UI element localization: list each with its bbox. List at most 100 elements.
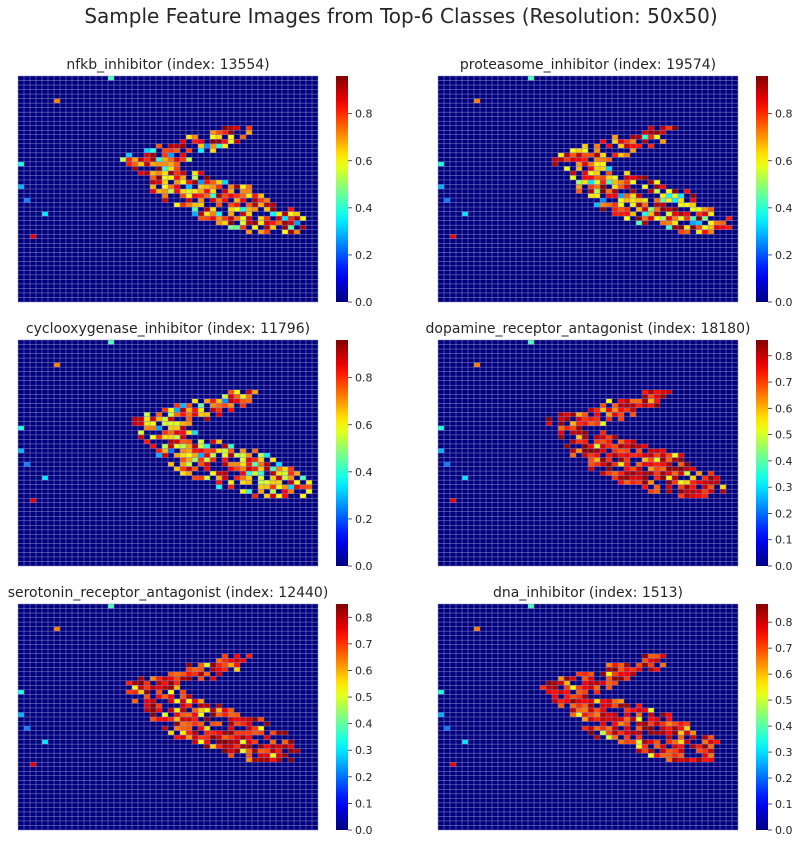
- heatmap-cell: [156, 157, 162, 162]
- heatmap-cell: [222, 662, 228, 668]
- heatmap-cell: [528, 76, 534, 81]
- heatmap-cell: [246, 739, 252, 745]
- heatmap-cell: [168, 689, 174, 695]
- heatmap-cell: [150, 179, 156, 185]
- heatmap-cell: [216, 739, 222, 745]
- heatmap-cell: [618, 207, 624, 212]
- heatmap-cell: [600, 175, 606, 180]
- heatmap-cell: [264, 202, 270, 208]
- heatmap-cell: [642, 721, 648, 727]
- heatmap-cell: [630, 398, 636, 404]
- heatmap-cell: [240, 394, 246, 399]
- heatmap-cell: [648, 726, 654, 731]
- heatmap-cell: [240, 489, 246, 494]
- heatmap-cell: [606, 143, 612, 149]
- heatmap-cell: [594, 421, 600, 426]
- heatmap-cell: [444, 462, 450, 467]
- heatmap-cell: [276, 744, 282, 749]
- heatmap-cell: [660, 453, 666, 458]
- heatmap-cell: [156, 448, 162, 453]
- heatmap-cell: [642, 443, 648, 449]
- heatmap-cell: [678, 739, 684, 745]
- heatmap-cell: [186, 421, 192, 426]
- colorbar-gradient: [336, 340, 348, 566]
- heatmap-cell: [606, 398, 612, 404]
- heatmap-cell: [288, 225, 294, 230]
- heatmap-cell: [660, 730, 666, 736]
- heatmap-cell: [600, 407, 606, 413]
- heatmap-cell: [192, 466, 198, 472]
- heatmap-cell: [168, 184, 174, 189]
- heatmap-cell: [582, 707, 588, 713]
- heatmap-cell: [600, 161, 606, 167]
- heatmap-cell: [630, 453, 636, 458]
- heatmap-cell: [642, 471, 648, 476]
- heatmap-cell: [240, 480, 246, 485]
- heatmap-cell: [186, 698, 192, 704]
- heatmap-cell: [708, 744, 714, 749]
- heatmap-cell: [150, 425, 156, 431]
- heatmap-cell: [180, 143, 186, 149]
- heatmap-cell: [240, 189, 246, 194]
- heatmap-cell: [210, 143, 216, 149]
- heatmap-cell: [156, 143, 162, 149]
- heatmap-cell: [576, 703, 582, 708]
- heatmap-cell: [708, 207, 714, 212]
- heatmap-cell: [174, 434, 180, 440]
- heatmap-cell: [228, 125, 234, 131]
- heatmap-cell: [462, 475, 468, 481]
- heatmap-cell: [708, 735, 714, 740]
- heatmap-cell: [612, 471, 618, 476]
- heatmap-cell: [594, 453, 600, 458]
- heatmap-cell: [126, 157, 132, 162]
- heatmap-cell: [228, 744, 234, 749]
- heatmap-cell: [618, 739, 624, 745]
- heatmap-cell: [708, 739, 714, 745]
- heatmap-cell: [690, 489, 696, 494]
- heatmap-cell: [174, 726, 180, 731]
- heatmap-cell: [156, 676, 162, 681]
- heatmap-svg: 0.00.20.40.60.8: [17, 75, 373, 309]
- heatmap-cell: [252, 202, 258, 208]
- heatmap-cell: [594, 143, 600, 149]
- heatmap-cell: [696, 757, 702, 763]
- heatmap-cell: [150, 434, 156, 440]
- heatmap-cell: [156, 416, 162, 422]
- heatmap-cell: [552, 685, 558, 690]
- heatmap-cell: [642, 653, 648, 659]
- heatmap-cell: [54, 626, 60, 632]
- heatmap-cell: [678, 211, 684, 217]
- heatmap-cell: [180, 152, 186, 158]
- colorbar-tick-label: 0.8: [775, 616, 793, 629]
- heatmap-cell: [570, 175, 576, 180]
- heatmap-cell: [690, 730, 696, 736]
- heatmap-cell: [690, 198, 696, 203]
- heatmap-cell: [654, 730, 660, 736]
- heatmap-cell: [228, 748, 234, 754]
- heatmap-cell: [648, 730, 654, 736]
- heatmap-cell: [180, 721, 186, 727]
- heatmap-cell: [618, 721, 624, 727]
- colorbar-gradient: [756, 604, 768, 830]
- heatmap-cell: [186, 148, 192, 153]
- heatmap-cell: [204, 457, 210, 463]
- heatmap-cell: [636, 198, 642, 203]
- heatmap-cell: [666, 125, 672, 131]
- heatmap-cell: [654, 389, 660, 395]
- heatmap-cell: [216, 703, 222, 708]
- heatmap-cell: [216, 735, 222, 740]
- colorbar-tick-label: 0.0: [355, 824, 373, 837]
- heatmap-cell: [600, 139, 606, 144]
- heatmap-cell: [600, 462, 606, 467]
- heatmap-cell: [612, 134, 618, 140]
- heatmap-cell: [654, 489, 660, 494]
- heatmap-cell: [630, 189, 636, 194]
- heatmap-cell: [258, 480, 264, 485]
- heatmap-cell: [228, 662, 234, 668]
- heatmap-cell: [618, 152, 624, 158]
- heatmap-cell: [192, 475, 198, 481]
- heatmap-cell: [594, 717, 600, 722]
- heatmap-cell: [660, 662, 666, 668]
- heatmap-cell: [648, 216, 654, 221]
- heatmap-cell: [24, 198, 30, 203]
